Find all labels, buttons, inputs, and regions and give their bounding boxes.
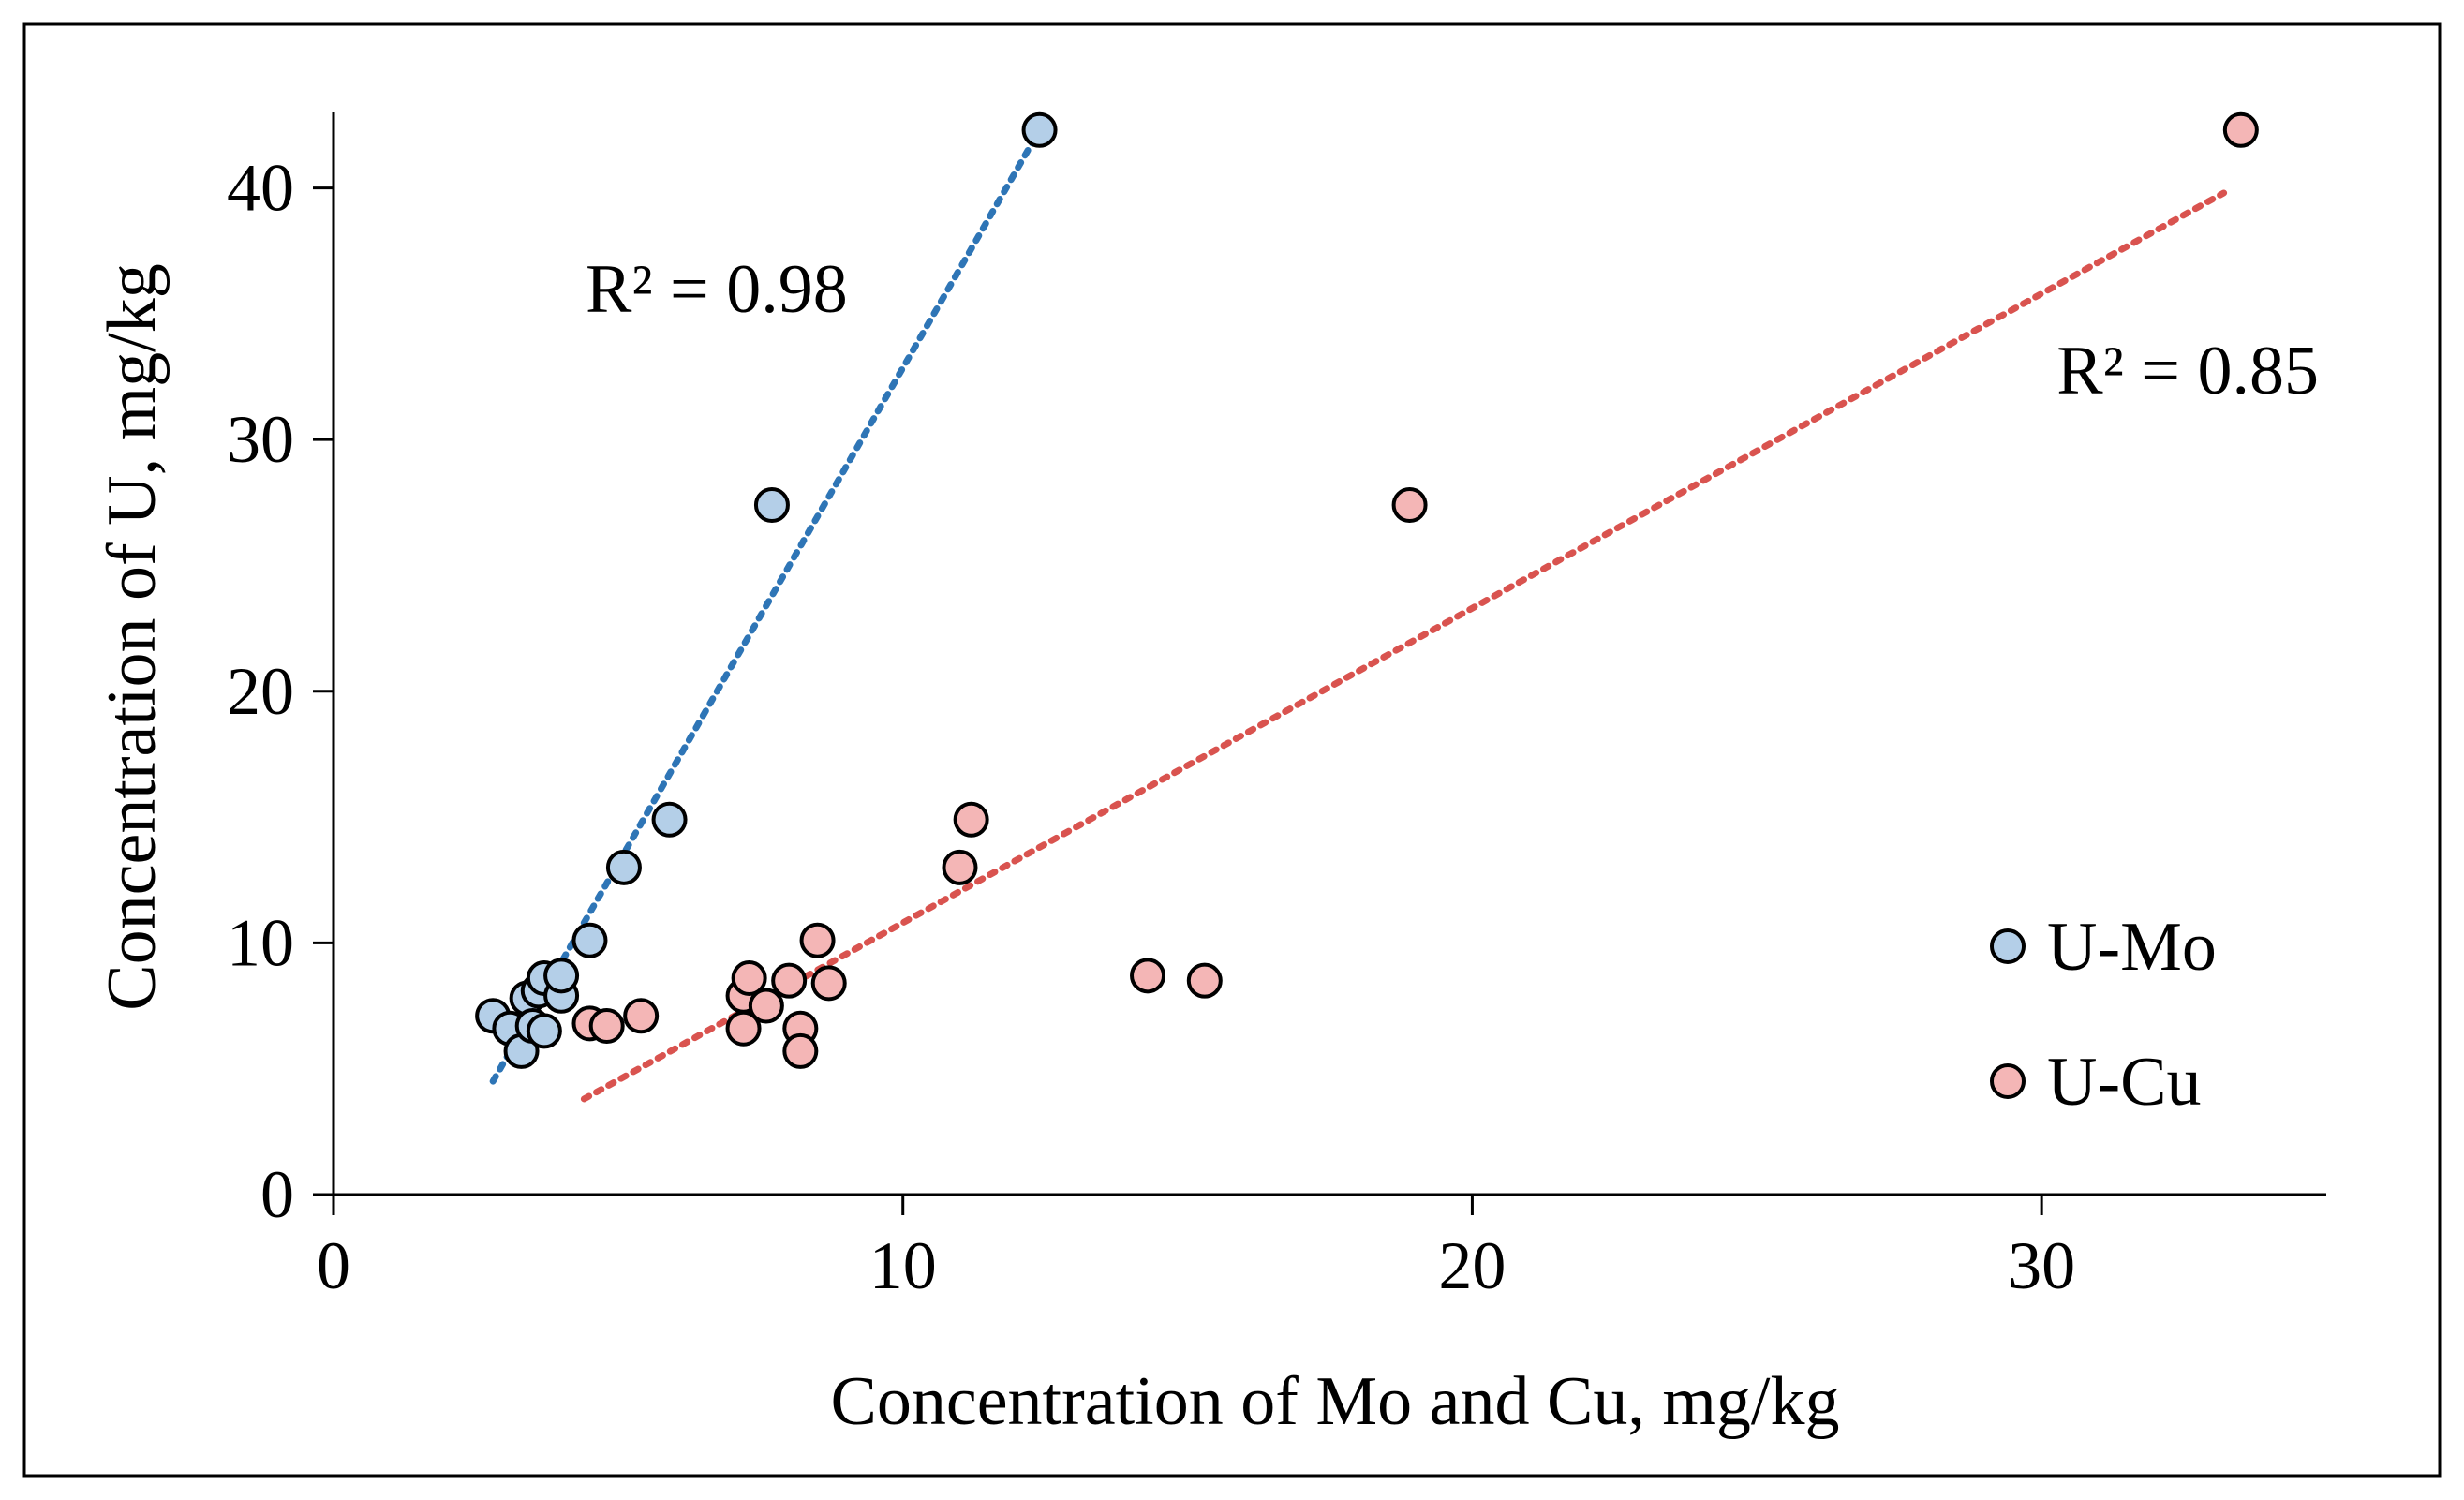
labels: Concentration of Mo and Cu, mg/kg Concen… <box>94 251 2319 1440</box>
legend-label-u-cu: U-Cu <box>2047 1044 2201 1121</box>
y-tick-label: 10 <box>227 905 294 980</box>
point-u-cu <box>782 1032 819 1069</box>
point-u-mo <box>605 849 642 885</box>
point-u-cu <box>623 998 660 1034</box>
point-u-mo <box>753 487 790 524</box>
y-tick-label: 30 <box>227 402 294 477</box>
point-u-mo <box>1021 111 1058 148</box>
y-tick-label: 20 <box>227 654 294 729</box>
point-u-cu <box>2222 111 2259 148</box>
x-tick-label: 10 <box>869 1228 937 1303</box>
legend-marker-u-cu <box>1990 1063 2026 1099</box>
axes: 0 10 20 30 0 10 20 30 40 <box>227 112 2326 1303</box>
point-u-cu <box>810 965 847 1002</box>
legend: U-Mo U-Cu <box>1990 909 2217 1121</box>
point-u-cu <box>748 988 784 1024</box>
legend-label-u-mo: U-Mo <box>2047 909 2217 986</box>
point-u-cu <box>942 849 978 885</box>
y-tick-label: 40 <box>227 151 294 226</box>
point-u-cu <box>731 960 767 996</box>
point-u-cu <box>799 922 836 958</box>
point-u-mo <box>571 922 608 958</box>
point-u-cu <box>588 1008 625 1045</box>
point-u-cu <box>1130 958 1166 994</box>
point-u-cu <box>1391 487 1428 524</box>
point-u-mo <box>526 1013 562 1049</box>
x-axis-title: Concentration of Mo and Cu, mg/kg <box>831 1363 1840 1440</box>
x-tick-label: 20 <box>1438 1228 1506 1303</box>
legend-marker-u-mo <box>1990 928 2026 964</box>
trendline-u-cu <box>580 189 2228 1103</box>
x-tick-label: 30 <box>2008 1228 2075 1303</box>
trendline-u-mo <box>489 126 1044 1085</box>
point-u-cu <box>1186 962 1223 999</box>
point-u-cu <box>771 962 808 999</box>
point-u-cu <box>725 1010 762 1047</box>
y-axis-title: Concentration of U, mg/kg <box>94 263 171 1010</box>
point-u-cu <box>953 801 989 838</box>
r2-label-u-cu: R² = 0.85 <box>2056 333 2319 409</box>
trendlines <box>489 126 2228 1103</box>
x-tick-label: 0 <box>317 1228 350 1303</box>
data-points <box>475 111 2259 1069</box>
y-tick-label: 0 <box>260 1157 294 1232</box>
point-u-mo <box>651 801 688 838</box>
point-u-mo <box>543 958 580 994</box>
chart-frame <box>22 22 2442 1478</box>
r2-label-u-mo: R² = 0.98 <box>586 251 848 328</box>
